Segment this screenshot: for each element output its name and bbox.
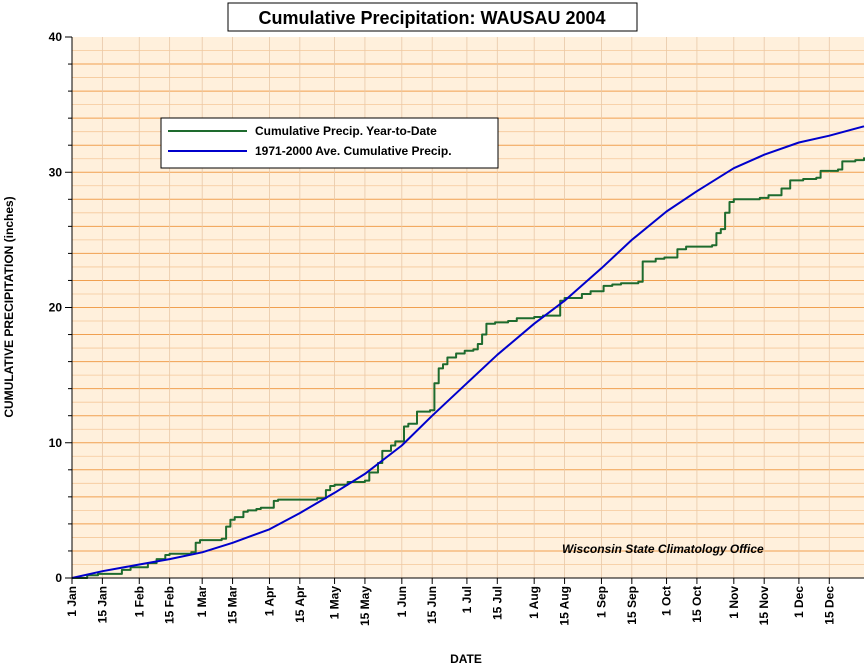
- x-tick-label: 15 Jun: [425, 586, 439, 624]
- x-tick-label: 15 Apr: [293, 586, 307, 623]
- y-tick-label: 30: [49, 165, 63, 179]
- x-tick-label: 15 Dec: [822, 586, 836, 625]
- legend-label-average: 1971-2000 Ave. Cumulative Precip.: [255, 144, 452, 158]
- legend: Cumulative Precip. Year-to-Date 1971-200…: [160, 117, 499, 169]
- y-tick-label: 0: [55, 571, 62, 585]
- y-tick-label: 10: [49, 436, 63, 450]
- x-tick-label: 1 May: [328, 586, 342, 620]
- y-tick-label: 40: [49, 30, 63, 44]
- x-tick-label: 15 May: [358, 586, 372, 626]
- series-line-average: [71, 125, 865, 579]
- x-tick-label: 1 Aug: [527, 586, 541, 619]
- y-axis-ticks: 0 10 20 30 40: [49, 30, 72, 585]
- x-tick-label: 15 Feb: [163, 586, 177, 624]
- x-tick-label: 1 Jun: [395, 586, 409, 617]
- x-tick-label: 15 Nov: [757, 586, 771, 626]
- x-axis-title: DATE: [450, 652, 482, 666]
- x-tick-label: 15 Sep: [625, 586, 639, 625]
- legend-box: [160, 117, 499, 169]
- x-tick-label: 1 Sep: [594, 586, 608, 618]
- source-annotation: Wisconsin State Climatology Office: [562, 542, 764, 556]
- x-tick-label: 15 Jan: [95, 586, 109, 623]
- x-tick-label: 15 Aug: [558, 586, 572, 626]
- chart-title-box: [227, 2, 638, 32]
- x-tick-label: 1 Mar: [195, 586, 209, 618]
- legend-label-ytd: Cumulative Precip. Year-to-Date: [255, 124, 437, 138]
- chart-title: Cumulative Precipitation: WAUSAU 2004: [258, 8, 605, 28]
- y-tick-label: 20: [49, 301, 63, 315]
- series-line-ytd: [72, 157, 865, 579]
- x-tick-label: 1 Feb: [132, 586, 146, 617]
- x-tick-label: 15 Oct: [690, 586, 704, 623]
- x-tick-label: 1 Nov: [727, 586, 741, 619]
- x-tick-label: 15 Jul: [490, 586, 504, 620]
- x-tick-label: 1 Jul: [460, 586, 474, 613]
- x-tick-label: 1 Jan: [65, 586, 79, 617]
- x-tick-label: 15 Mar: [226, 586, 240, 624]
- x-tick-label: 1 Oct: [660, 586, 674, 616]
- x-tick-label: 1 Apr: [262, 586, 276, 617]
- series-layer: [71, 125, 865, 579]
- y-axis-title: CUMULATIVE PRECIPITATION (inches): [2, 196, 16, 417]
- x-axis-ticks: 1 Jan 15 Jan 1 Feb 15 Feb 1 Mar 15 Mar 1 Apr 15…: [65, 578, 836, 626]
- x-tick-label: 1 Dec: [792, 586, 806, 618]
